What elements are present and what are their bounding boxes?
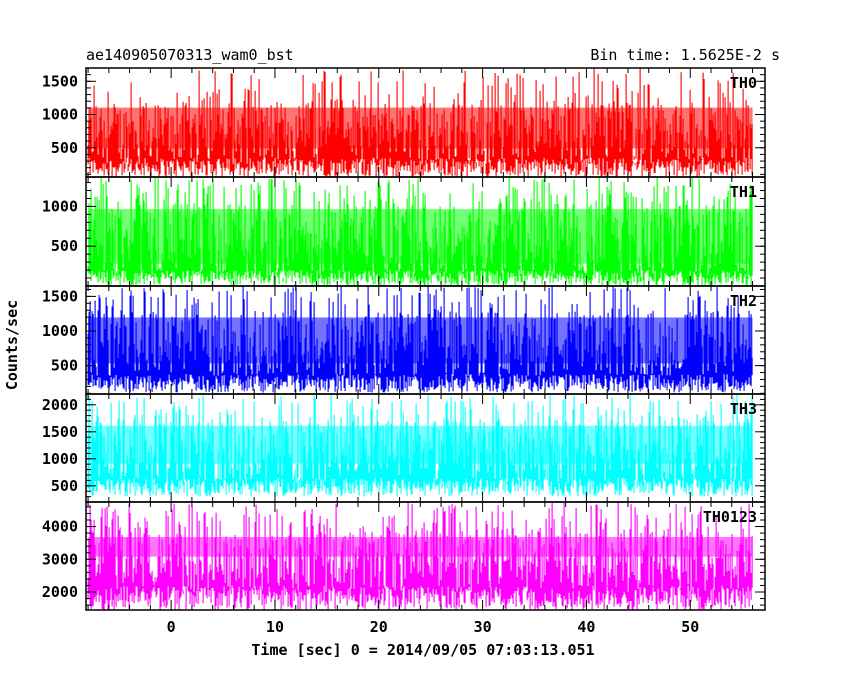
y-tick-label: 500 bbox=[51, 237, 78, 255]
chart-title: ae140905070313_wam0_bst bbox=[86, 46, 294, 64]
x-axis: 0 10 20 30 40 50 bbox=[167, 618, 700, 636]
panel-label-th0123: TH0123 bbox=[703, 508, 757, 526]
panel-th0: 500 1000 1500 TH0 bbox=[42, 67, 766, 178]
y-tick-label: 2000 bbox=[42, 396, 78, 414]
series-fill-th0123 bbox=[88, 537, 753, 557]
y-tick-label: 500 bbox=[51, 357, 78, 375]
bin-time-label: Bin time: 1.5625E-2 s bbox=[590, 46, 780, 64]
x-tick-label: 0 bbox=[167, 618, 176, 636]
y-tick-label: 1500 bbox=[42, 72, 78, 90]
panel-label-th0: TH0 bbox=[730, 74, 757, 92]
y-tick-label: 1000 bbox=[42, 450, 78, 468]
y-tick-label: 3000 bbox=[42, 550, 78, 568]
x-tick-label: 10 bbox=[266, 618, 284, 636]
x-tick-label: 40 bbox=[577, 618, 595, 636]
y-axis-label: Counts/sec bbox=[3, 300, 21, 390]
panel-label-th2: TH2 bbox=[730, 292, 757, 310]
panel-th2: 500 1000 1500 TH2 bbox=[42, 285, 766, 395]
y-tick-label: 1000 bbox=[42, 106, 78, 124]
series-fill-th1 bbox=[88, 209, 753, 264]
y-tick-label: 1500 bbox=[42, 287, 78, 305]
x-axis-label: Time [sec] 0 = 2014/09/05 07:03:13.051 bbox=[251, 641, 594, 659]
series-fill-th2 bbox=[88, 317, 753, 364]
panel-label-th1: TH1 bbox=[730, 183, 757, 201]
y-tick-label: 2000 bbox=[42, 583, 78, 601]
y-tick-label: 1000 bbox=[42, 322, 78, 340]
panel-th3: 500 1000 1500 2000 TH3 bbox=[42, 393, 766, 503]
series-fill-th3 bbox=[88, 425, 753, 464]
panel-frame bbox=[85, 501, 766, 611]
panel-th0123: 2000 3000 4000 TH0123 bbox=[42, 501, 766, 611]
panel-label-th3: TH3 bbox=[730, 400, 757, 418]
y-tick-label: 1500 bbox=[42, 423, 78, 441]
panel-th1: 500 1000 TH1 bbox=[42, 176, 766, 287]
y-tick-label: 1000 bbox=[42, 197, 78, 215]
series-fill-th0 bbox=[88, 107, 753, 149]
y-tick-label: 500 bbox=[51, 477, 78, 495]
x-tick-label: 30 bbox=[474, 618, 492, 636]
y-tick-label: 500 bbox=[51, 139, 78, 157]
x-tick-label: 50 bbox=[681, 618, 699, 636]
y-tick-label: 4000 bbox=[42, 518, 78, 536]
x-tick-label: 20 bbox=[370, 618, 388, 636]
